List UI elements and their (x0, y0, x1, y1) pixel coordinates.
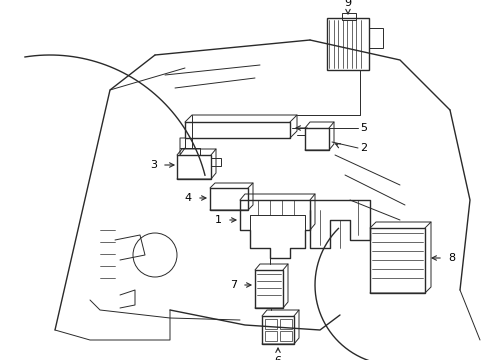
Text: 5: 5 (359, 123, 366, 133)
Text: 7: 7 (229, 280, 237, 290)
Bar (210, 158, 221, 166)
Bar (280, 319, 291, 329)
Bar (368, 28, 382, 48)
Text: 2: 2 (359, 143, 366, 153)
Bar (209, 188, 247, 210)
Bar (305, 128, 328, 150)
Text: 3: 3 (150, 160, 157, 170)
Bar (254, 270, 283, 308)
Bar (262, 316, 293, 344)
Bar (264, 331, 276, 341)
Bar (264, 319, 276, 329)
Text: 1: 1 (215, 215, 222, 225)
Text: 8: 8 (447, 253, 454, 263)
Text: 9: 9 (344, 0, 351, 8)
Bar (177, 155, 210, 179)
Bar (369, 228, 424, 293)
Text: 6: 6 (274, 356, 281, 360)
Text: 4: 4 (184, 193, 192, 203)
Bar (326, 18, 368, 70)
Bar (341, 13, 355, 20)
Bar (280, 331, 291, 341)
